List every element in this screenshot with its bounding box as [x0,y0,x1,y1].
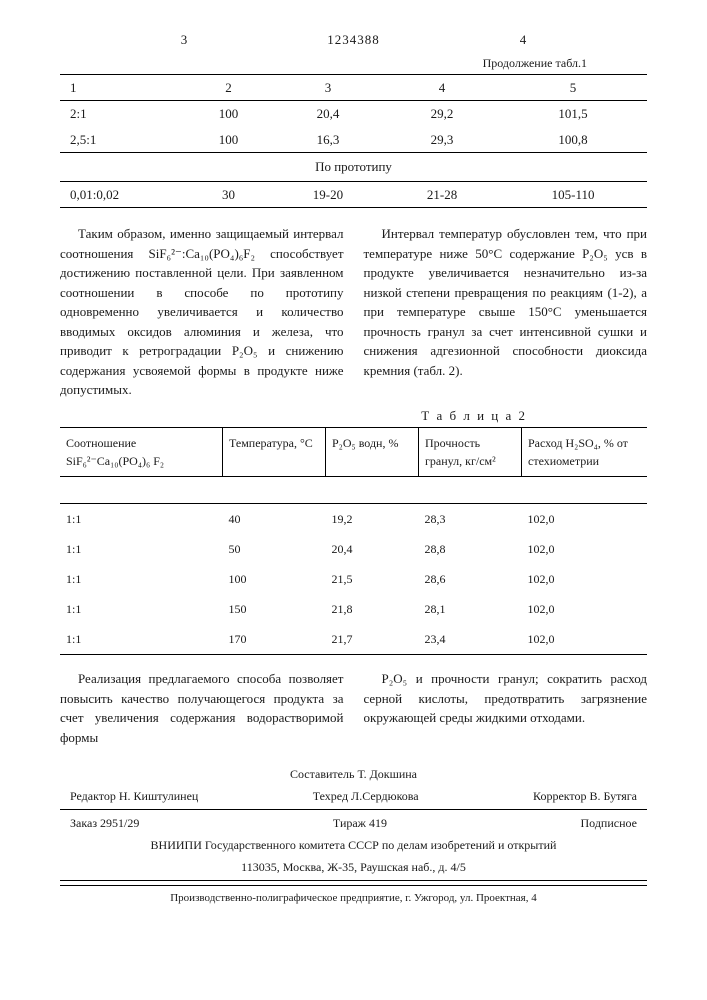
page-num-left: 3 [181,30,188,50]
body-columns-1: Таким образом, именно защищаемый интерва… [60,224,647,400]
org: ВНИИПИ Государственного комитета СССР по… [60,836,647,854]
credits-row-2: Редактор Н. Киштулинец Техред Л.Сердюков… [60,787,647,810]
footer: Составитель Т. Докшина Редактор Н. Кишту… [60,765,647,907]
table-row: 1:117021,723,4102,0 [60,624,647,655]
podpisnoe: Подписное [581,814,638,832]
table-row: 1:115021,828,1102,0 [60,594,647,624]
table-2-caption: Т а б л и ц а 2 [60,406,647,426]
table-row: 2,5:1 100 16,3 29,3 100,8 [60,127,647,153]
paragraph: P₂O₅ и прочности гранул; сократить расхо… [364,669,648,728]
table-2: Соотношение SiF₆²⁻Ca₁₀(PO₄)₆ F₂ Температ… [60,427,647,655]
paragraph: Реализация предлагаемого способа позволя… [60,669,344,747]
address: 113035, Москва, Ж-35, Раушская наб., д. … [60,858,647,881]
tirazh: Тираж 419 [333,814,387,832]
corrector: Корректор В. Бутяга [533,787,637,805]
spacer [60,477,647,504]
right-column: Интервал температур обусловлен тем, что … [364,224,648,400]
table-1: 1 2 3 4 5 2:1 100 20,4 29,2 101,5 2,5:1 … [60,74,647,209]
left-column: Реализация предлагаемого способа позволя… [60,669,344,747]
table-2-header: Соотношение SiF₆²⁻Ca₁₀(PO₄)₆ F₂ Температ… [60,428,647,477]
page-num-right: 4 [520,30,527,50]
paragraph: Таким образом, именно защищаемый интерва… [60,224,344,400]
bottom-line: Производственно-полиграфическое предприя… [60,885,647,907]
left-column: Таким образом, именно защищаемый интерва… [60,224,344,400]
proto-label-row: По прототипу [60,153,647,182]
table-row: 1:110021,528,6102,0 [60,564,647,594]
table-1-header: 1 2 3 4 5 [60,74,647,101]
right-column: P₂O₅ и прочности гранул; сократить расхо… [364,669,648,747]
paragraph: Интервал температур обусловлен тем, что … [364,224,648,380]
tech: Техред Л.Сердюкова [313,787,419,805]
table-row: 2:1 100 20,4 29,2 101,5 [60,101,647,127]
continuation-label: Продолжение табл.1 [60,54,647,72]
page-header: 3 1234388 4 [60,30,647,50]
editor: Редактор Н. Киштулинец [70,787,198,805]
zakaz: Заказ 2951/29 [70,814,139,832]
body-columns-2: Реализация предлагаемого способа позволя… [60,669,647,747]
table-row: 1:14019,228,3102,0 [60,504,647,535]
order-row: Заказ 2951/29 Тираж 419 Подписное [60,814,647,832]
table-row: 0,01:0,02 30 19-20 21-28 105-110 [60,181,647,208]
credits-row-1: Составитель Т. Докшина [60,765,647,783]
table-row: 1:15020,428,8102,0 [60,534,647,564]
doc-number: 1234388 [327,30,380,50]
